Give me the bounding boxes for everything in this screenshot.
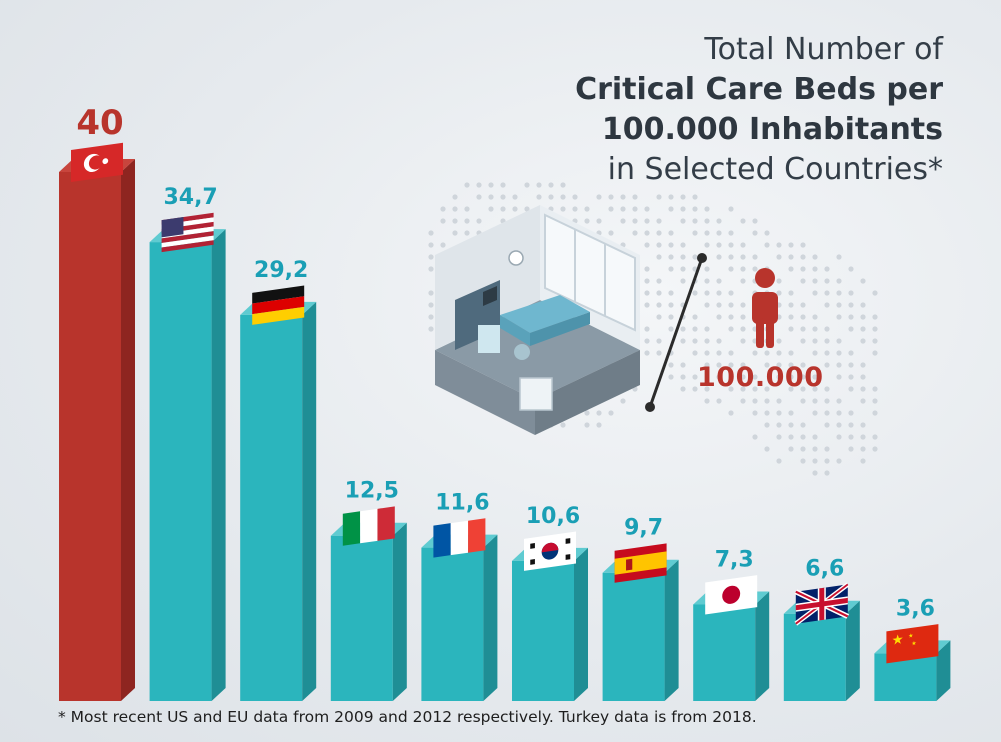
hospital-room-icon [435,205,640,435]
china-flag-icon: ★ ★★ [886,624,939,664]
bar-side [755,591,770,701]
title-line-1: Total Number of [704,32,943,67]
japan-flag-icon [705,575,758,615]
italy-flag-icon [342,506,395,546]
bar-france [421,547,484,701]
title-line-3: 100.000 Inhabitants [601,112,943,147]
bar-turkey [59,172,121,701]
bar-side [483,534,498,701]
svg-text:★: ★ [911,640,916,648]
bar-south-korea [512,560,574,701]
chart-title: Total Number of Critical Care Beds per 1… [523,30,943,190]
bar-side [936,640,951,701]
bar-japan [693,604,756,701]
value-label: 12,5 [345,479,399,504]
bar-united-kingdom [783,613,846,701]
value-label: 40 [76,103,123,143]
bar-italy [330,535,393,701]
bar-germany [240,314,303,701]
france-flag-icon [433,518,486,558]
bar-side [664,559,679,701]
value-label: 10,6 [526,504,580,529]
germany-flag-icon [252,285,305,325]
svg-text:★: ★ [908,632,913,640]
bar-side [392,522,407,701]
bar-side [211,229,226,701]
person-icon [752,268,778,348]
value-label: 29,2 [254,258,308,283]
value-label: 9,7 [624,516,663,541]
value-label: 3,6 [896,596,935,621]
value-label: 7,3 [715,547,754,572]
bar-side [121,159,135,701]
bar-spain [602,572,665,701]
turkey-flag-icon [71,142,123,182]
value-label: 6,6 [805,557,844,582]
uk-flag-icon [794,582,850,626]
value-label: 11,6 [435,491,489,516]
connector-line [645,253,707,412]
bar-side [845,600,860,701]
svg-text:★: ★ [892,631,904,649]
usa-flag-icon [161,212,214,253]
footnote: * Most recent US and EU data from 2009 a… [58,708,757,726]
south-korea-flag-icon [524,531,576,571]
bar-side [302,301,317,701]
bar-united-states [149,242,212,701]
title-line-4: in Selected Countries* [607,152,943,187]
bar-side [574,547,588,701]
value-label: 34,7 [163,185,217,210]
population-label: 100.000 [697,362,824,393]
spain-flag-icon [614,543,667,583]
bar-china [874,653,937,701]
title-line-2: Critical Care Beds per [575,72,943,107]
